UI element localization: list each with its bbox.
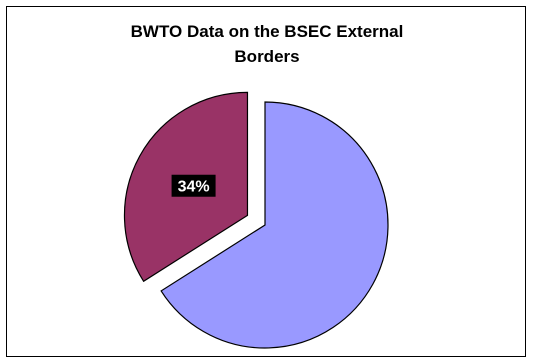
chart-title: BWTO Data on the BSEC External Borders [7, 19, 525, 69]
pie-slice-1 [160, 101, 389, 349]
slice-label-text: 34% [178, 179, 210, 196]
slice-label-2: 34% [171, 174, 216, 197]
chart-title-line-2: Borders [234, 47, 300, 66]
pie-chart: 34% [123, 91, 389, 349]
chart-area: BWTO Data on the BSEC External Borders 3… [6, 6, 526, 357]
chart-title-line-1: BWTO Data on the BSEC External [130, 22, 404, 41]
slice-label-background [171, 174, 216, 197]
